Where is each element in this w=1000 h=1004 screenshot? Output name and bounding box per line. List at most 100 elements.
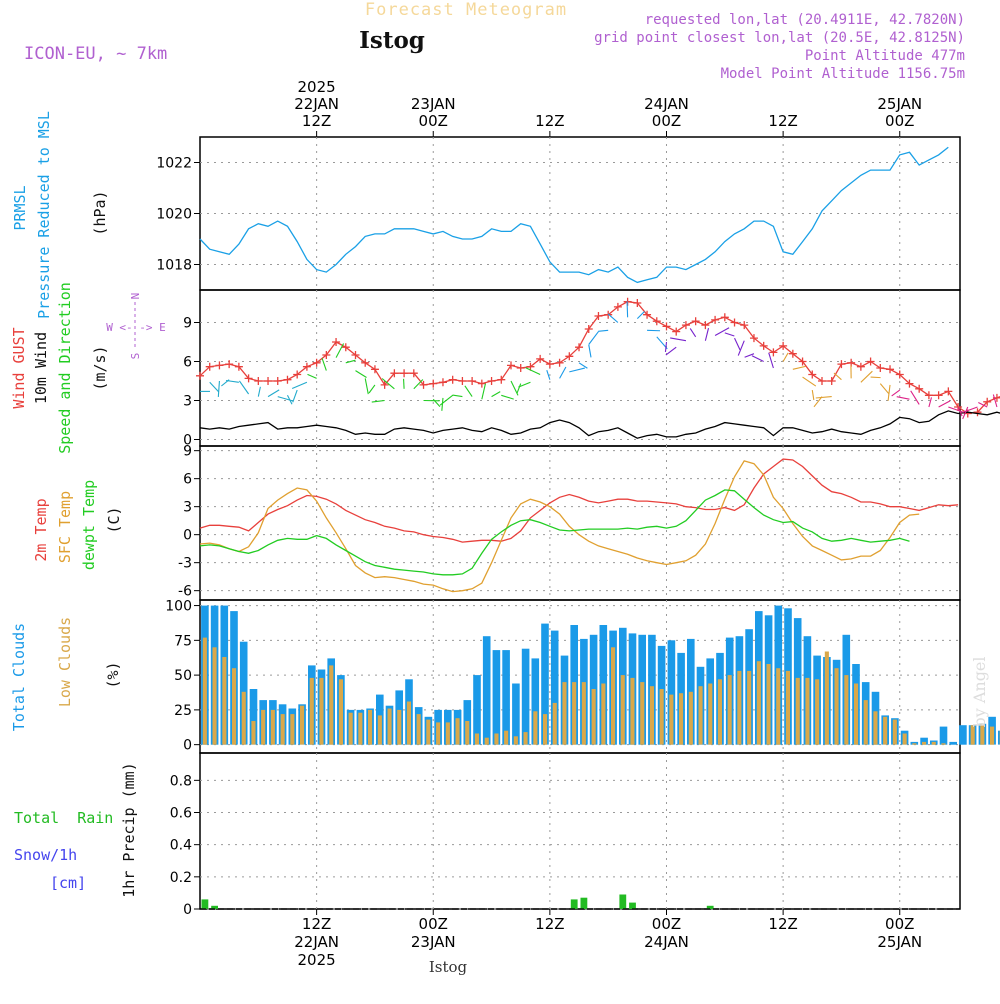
low-clouds-bar bbox=[990, 727, 994, 745]
top-axis-label: 12Z bbox=[535, 112, 564, 130]
dewpt-label: dewpt Temp bbox=[80, 480, 98, 570]
wind-direction-arrow bbox=[239, 381, 248, 394]
precip-ytick-label: 0 bbox=[183, 902, 192, 918]
gust-marker bbox=[556, 359, 564, 367]
total-rain-bar bbox=[619, 895, 626, 910]
pressure-ytick-label: 1020 bbox=[156, 207, 192, 223]
wind-direction-arrow bbox=[501, 395, 513, 399]
wind-direction-arrow bbox=[812, 390, 814, 400]
wind-direction-arrow bbox=[665, 342, 666, 352]
low-clouds-bar bbox=[533, 711, 537, 744]
wind-direction-arrow bbox=[560, 367, 566, 378]
bottom-axis-label: 23JAN bbox=[411, 933, 456, 951]
dewpt-temp-line bbox=[200, 490, 910, 575]
low-clouds-bar bbox=[300, 706, 304, 745]
low-clouds-bar bbox=[621, 675, 625, 745]
low-clouds-bar bbox=[630, 678, 634, 745]
low-clouds-bar bbox=[222, 657, 226, 745]
bottom-axis-label: 00Z bbox=[652, 915, 681, 933]
clouds-ytick-label: 100 bbox=[165, 599, 192, 615]
temperature-frame bbox=[200, 446, 960, 600]
total-clouds-bar bbox=[483, 636, 491, 745]
low-clouds-bar bbox=[329, 665, 333, 744]
low-clouds-bar bbox=[349, 713, 353, 745]
total-clouds-bar bbox=[959, 725, 967, 745]
clouds-ytick-label: 25 bbox=[174, 703, 192, 719]
low-clouds-bar bbox=[640, 682, 644, 745]
gust-marker bbox=[215, 361, 223, 369]
low-clouds-bar bbox=[922, 742, 926, 745]
low-clouds-bar bbox=[358, 713, 362, 745]
top-axis-label: 12Z bbox=[302, 112, 331, 130]
low-clouds-bar bbox=[465, 721, 469, 745]
gust-marker bbox=[857, 363, 865, 371]
prmsl-unit-label: (hPa) bbox=[91, 190, 109, 235]
gust-marker bbox=[429, 380, 437, 388]
low-clouds-bar bbox=[368, 710, 372, 745]
low-clouds-bar bbox=[844, 675, 848, 745]
low-clouds-bar bbox=[251, 721, 255, 745]
10m-wind-line bbox=[200, 411, 1000, 438]
wind-direction-arrow bbox=[598, 330, 608, 331]
low-clouds-bar bbox=[271, 710, 275, 745]
gust-marker bbox=[876, 364, 884, 372]
wind-direction-arrow bbox=[793, 366, 806, 369]
low-clouds-bar bbox=[650, 686, 654, 744]
precip-frame bbox=[200, 753, 960, 909]
gust-marker bbox=[458, 377, 466, 385]
low-clouds-bar bbox=[582, 682, 586, 745]
wind-frame bbox=[200, 290, 960, 446]
gust-marker bbox=[283, 376, 291, 384]
gust-marker bbox=[546, 360, 554, 368]
top-axis-label: 22JAN bbox=[294, 95, 339, 113]
low-clouds-bar bbox=[679, 693, 683, 745]
precip-ytick-label: 0.8 bbox=[170, 773, 192, 789]
low-clouds-bar bbox=[426, 720, 430, 745]
bottom-axis-label: 22JAN bbox=[294, 933, 339, 951]
gust-label: Wind GUST bbox=[10, 327, 28, 408]
wind-direction-arrow bbox=[218, 381, 219, 397]
low-clouds-bar bbox=[689, 692, 693, 745]
wind-direction-arrow bbox=[816, 397, 832, 398]
wind-direction-arrow bbox=[442, 398, 443, 411]
gust-marker bbox=[731, 319, 739, 327]
snow-label: Snow/1h bbox=[14, 846, 77, 864]
low-clouds-bar bbox=[805, 678, 809, 745]
model-label: ICON-EU, ~ 7km bbox=[24, 44, 167, 64]
gust-marker bbox=[653, 317, 661, 325]
bottom-axis-label: 00Z bbox=[885, 915, 914, 933]
wind-direction-arrow bbox=[725, 333, 735, 336]
gust-marker bbox=[254, 377, 262, 385]
temperature-ytick-label: 9 bbox=[183, 444, 192, 460]
grid-lines bbox=[200, 137, 960, 909]
low-clouds-bar bbox=[261, 710, 265, 745]
low-clouds-bar bbox=[903, 734, 907, 745]
gust-marker bbox=[400, 369, 408, 377]
bottom-axis-label: 24JAN bbox=[644, 933, 689, 951]
wind-direction-arrow bbox=[517, 384, 521, 393]
y-axes: 1018102010220369-6-30369025507510000.20.… bbox=[156, 156, 200, 919]
low-clouds-bar bbox=[718, 679, 722, 744]
wind-direction-arrow bbox=[526, 368, 541, 375]
gridpoint-coords: grid point closest lon,lat (20.5E, 42.81… bbox=[594, 30, 965, 46]
pressure-ytick-label: 1018 bbox=[156, 258, 192, 274]
t2m-label: 2m Temp bbox=[32, 498, 50, 561]
gust-marker bbox=[935, 391, 943, 399]
gust-marker bbox=[769, 348, 777, 356]
low-clouds-bar bbox=[592, 689, 596, 745]
top-axis-label: 24JAN bbox=[644, 95, 689, 113]
pressure-ytick-label: 1022 bbox=[156, 156, 192, 172]
location-title: Istog bbox=[359, 27, 425, 54]
low-clouds-bar bbox=[281, 714, 285, 745]
low-clouds-bar bbox=[932, 742, 936, 745]
bottom-axis-label: 2025 bbox=[298, 951, 336, 969]
chart-marks bbox=[196, 147, 1000, 909]
wind-direction-arrow bbox=[752, 356, 764, 362]
wind-direction-arrow bbox=[769, 353, 774, 368]
wind-ytick-label: 3 bbox=[183, 394, 192, 410]
gust-marker bbox=[721, 313, 729, 321]
gust-marker bbox=[517, 364, 525, 372]
gust-marker bbox=[915, 385, 923, 393]
total-rain-bar bbox=[629, 903, 636, 909]
low-clouds-bar bbox=[737, 671, 741, 745]
